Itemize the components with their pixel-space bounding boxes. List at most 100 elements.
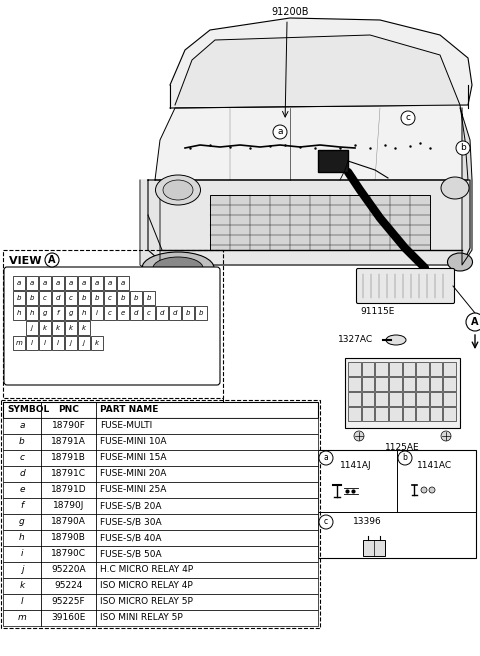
Bar	[430, 362, 443, 376]
Bar	[345, 358, 460, 428]
Bar	[13, 291, 25, 305]
Text: b: b	[460, 144, 466, 152]
Text: e: e	[19, 485, 25, 495]
Text: FUSE-S/B 20A: FUSE-S/B 20A	[100, 501, 161, 510]
Text: A: A	[48, 255, 56, 265]
Bar	[416, 377, 429, 391]
Circle shape	[456, 141, 470, 155]
Text: a: a	[30, 280, 34, 286]
Text: i: i	[96, 310, 98, 316]
Bar	[104, 306, 116, 320]
Ellipse shape	[447, 253, 472, 271]
Text: g: g	[19, 518, 25, 527]
Bar	[130, 291, 142, 305]
Text: 18790A: 18790A	[51, 518, 86, 527]
Polygon shape	[140, 180, 160, 272]
Text: FUSE-S/B 50A: FUSE-S/B 50A	[100, 550, 162, 558]
Text: a: a	[56, 280, 60, 286]
Text: SYMBOL: SYMBOL	[7, 405, 49, 415]
Circle shape	[398, 451, 412, 465]
Bar	[348, 392, 360, 406]
Text: i: i	[21, 550, 23, 558]
Bar	[117, 276, 129, 290]
Text: b: b	[30, 295, 34, 301]
Text: b: b	[82, 295, 86, 301]
Bar	[3, 546, 318, 562]
Text: 1327AC: 1327AC	[338, 335, 373, 344]
Bar	[375, 392, 388, 406]
Text: A: A	[471, 317, 479, 327]
Text: 91115E: 91115E	[360, 307, 395, 316]
FancyBboxPatch shape	[4, 267, 220, 385]
Bar	[104, 291, 116, 305]
Text: d: d	[160, 310, 164, 316]
Bar	[389, 392, 401, 406]
Bar	[3, 594, 318, 610]
Text: j: j	[83, 340, 85, 346]
Text: b: b	[17, 295, 21, 301]
Ellipse shape	[156, 175, 201, 205]
Text: h: h	[30, 310, 34, 316]
Bar	[3, 466, 318, 482]
Bar	[3, 450, 318, 466]
Bar	[65, 276, 77, 290]
Bar	[3, 434, 318, 450]
Text: l: l	[31, 340, 33, 346]
Bar	[444, 407, 456, 421]
Bar	[52, 336, 64, 350]
Ellipse shape	[441, 177, 469, 199]
Text: m: m	[15, 340, 23, 346]
Text: 1141AC: 1141AC	[418, 461, 453, 470]
Bar	[39, 321, 51, 335]
Text: PNC: PNC	[58, 405, 79, 415]
Text: 91200B: 91200B	[271, 7, 309, 17]
Bar	[104, 276, 116, 290]
Bar	[143, 291, 155, 305]
Bar	[26, 321, 38, 335]
Bar	[52, 306, 64, 320]
Bar	[65, 321, 77, 335]
Text: 18790F: 18790F	[51, 422, 85, 430]
Ellipse shape	[153, 257, 203, 279]
Bar	[39, 276, 51, 290]
Bar	[363, 540, 385, 556]
Text: PART NAME: PART NAME	[100, 405, 158, 415]
Ellipse shape	[163, 180, 193, 200]
Text: b: b	[199, 310, 203, 316]
Ellipse shape	[386, 335, 406, 345]
Text: b: b	[95, 295, 99, 301]
Bar	[416, 392, 429, 406]
Bar	[13, 336, 25, 350]
Text: l: l	[21, 598, 23, 607]
Text: d: d	[134, 310, 138, 316]
Circle shape	[273, 125, 287, 139]
Bar	[3, 482, 318, 498]
Bar	[39, 336, 51, 350]
Bar	[348, 362, 360, 376]
Text: FUSE-MINI 20A: FUSE-MINI 20A	[100, 470, 167, 478]
Bar	[1, 400, 320, 628]
Bar	[3, 402, 318, 418]
Bar	[143, 306, 155, 320]
Text: a: a	[95, 280, 99, 286]
Bar	[78, 306, 90, 320]
Bar	[3, 418, 318, 434]
Circle shape	[45, 253, 59, 267]
Text: ISO MINI RELAY 5P: ISO MINI RELAY 5P	[100, 613, 183, 623]
Bar	[91, 276, 103, 290]
Text: b: b	[134, 295, 138, 301]
Text: l: l	[44, 340, 46, 346]
Text: VIEW: VIEW	[9, 256, 46, 266]
Polygon shape	[460, 108, 472, 265]
Text: a: a	[19, 422, 25, 430]
Bar	[91, 306, 103, 320]
Text: h: h	[17, 310, 21, 316]
Text: f: f	[21, 501, 24, 510]
Bar	[375, 377, 388, 391]
Bar	[169, 306, 181, 320]
Bar	[91, 336, 103, 350]
Text: b: b	[147, 295, 151, 301]
FancyBboxPatch shape	[357, 268, 455, 304]
Circle shape	[441, 431, 451, 441]
Text: FUSE-S/B 30A: FUSE-S/B 30A	[100, 518, 162, 527]
